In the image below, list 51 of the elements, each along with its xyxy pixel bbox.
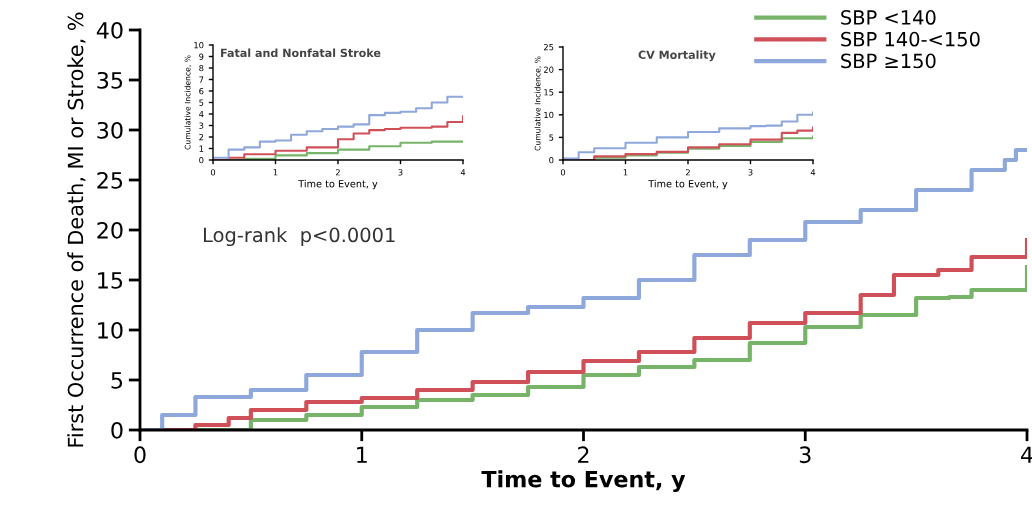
y-tick-label: 6	[199, 87, 204, 95]
x-axis-title: Time to Event, y	[298, 179, 378, 190]
y-tick-label: 0	[111, 421, 123, 439]
y-tick-label: 3	[199, 122, 204, 129]
y-tick-label: 25	[543, 43, 554, 51]
y-tick-label: 10	[98, 321, 123, 339]
y-tick-label: 20	[543, 66, 554, 73]
x-axis-title: Time to Event, y	[648, 179, 728, 190]
x-tick-label: 3	[799, 446, 811, 464]
annotation: Log-rank p<0.0001	[204, 227, 395, 247]
y-tick-label: 0	[199, 156, 204, 164]
y-tick-label: 10	[194, 41, 204, 49]
x-tick-label: 2	[335, 169, 340, 176]
y-tick-label: 5	[199, 99, 204, 106]
y-tick-label: 15	[544, 89, 554, 96]
chart-title: Fatal and Nonfatal Stroke	[221, 48, 381, 58]
x-tick-label: 4	[1021, 446, 1032, 463]
x-tick-label: 4	[810, 169, 816, 176]
x-tick-label: 1	[357, 446, 367, 463]
y-tick-label: 8	[199, 64, 204, 72]
x-tick-label: 1	[273, 169, 278, 176]
y-tick-label: 20	[97, 221, 123, 239]
x-axis-title: Time to Event, y	[481, 470, 686, 492]
x-tick-label: 2	[685, 169, 690, 176]
legend-label: SBP <140	[841, 10, 936, 25]
x-tick-label: 0	[560, 169, 566, 176]
y-tick-label: 2	[199, 133, 204, 141]
y-tick-label: 5	[549, 134, 554, 141]
y-tick-label: 1	[199, 145, 204, 152]
y-tick-label: 10	[544, 111, 554, 119]
y-axis-title: First Occurrence of Death, MI or Stroke, %	[67, 12, 86, 447]
x-tick-label: 3	[398, 169, 403, 176]
y-tick-label: 25	[97, 171, 123, 189]
y-tick-label: 15	[98, 272, 123, 289]
chart-title: CV Mortality	[638, 50, 716, 62]
legend-label: SBP ≥150	[841, 53, 936, 69]
x-tick-label: 2	[578, 446, 589, 463]
x-tick-label: 3	[748, 169, 753, 176]
y-tick-label: 30	[97, 121, 123, 139]
x-tick-label: 0	[134, 446, 146, 464]
x-tick-label: 4	[460, 169, 466, 176]
y-tick-label: 5	[111, 372, 123, 389]
y-tick-label: 0	[549, 156, 554, 164]
x-tick-label: 0	[210, 169, 216, 176]
y-tick-label: 7	[199, 76, 204, 83]
x-tick-label: 1	[623, 169, 628, 176]
y-tick-label: 35	[97, 71, 123, 89]
legend-label: SBP 140-<150	[841, 31, 980, 47]
y-tick-label: 4	[199, 111, 204, 118]
y-tick-label: 9	[199, 53, 204, 60]
y-tick-label: 40	[96, 21, 123, 39]
